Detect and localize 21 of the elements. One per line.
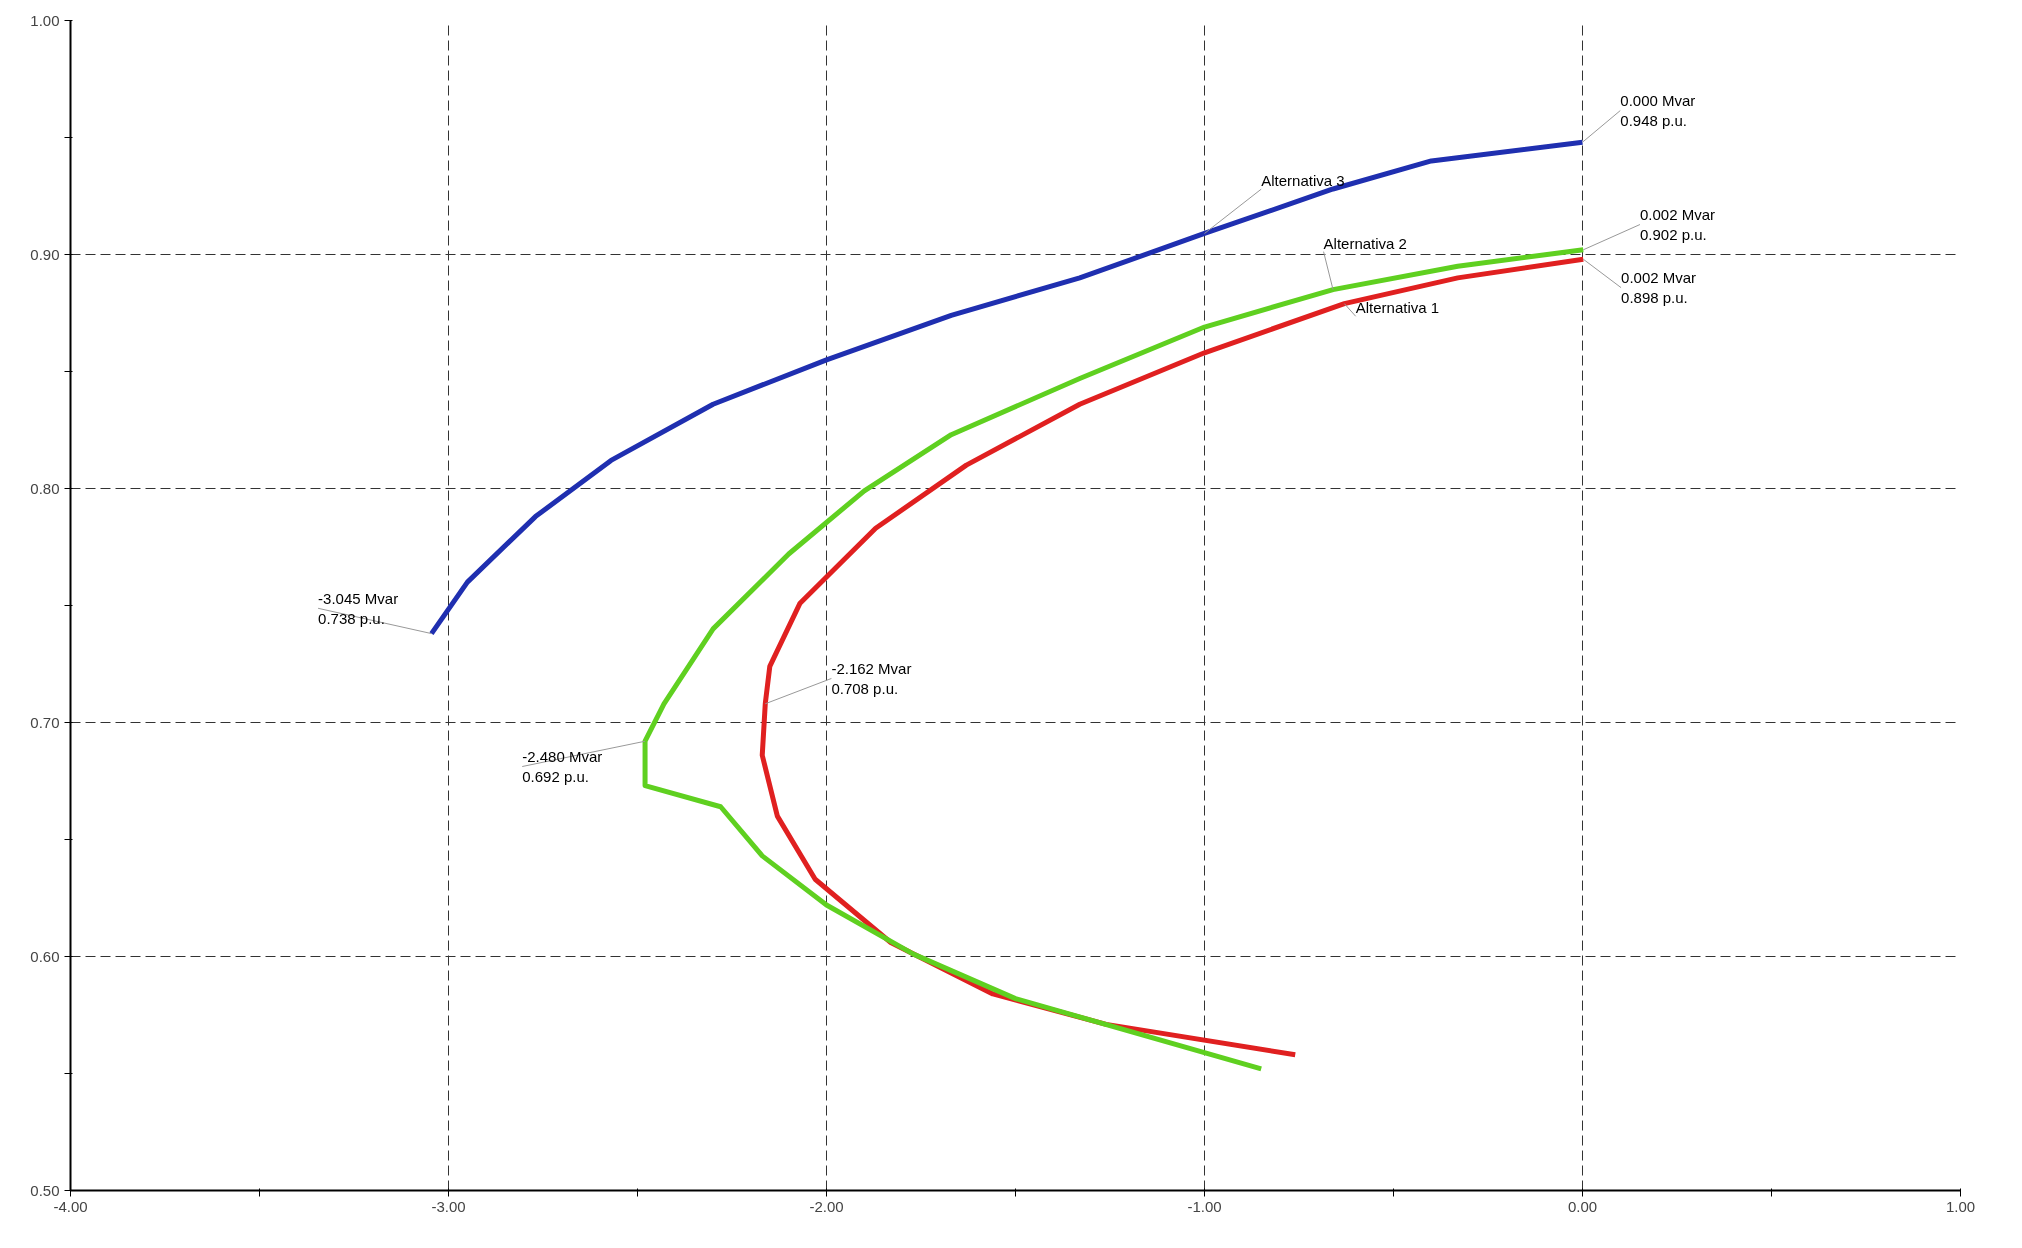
annotation: -2.480 Mvar 0.692 p.u.: [522, 747, 603, 786]
y-tick-label: 0.90: [30, 245, 60, 263]
x-tick-label: 1.00: [1945, 1197, 1976, 1215]
x-tick-label: -1.00: [1187, 1197, 1222, 1215]
annotation: 0.002 Mvar 0.902 p.u.: [1639, 205, 1715, 244]
annotation: -3.045 Mvar 0.738 p.u.: [318, 589, 399, 627]
series-label: Alternativa 2: [1323, 234, 1407, 252]
y-tick-label: 0.60: [30, 947, 60, 965]
annotation: 0.000 Mvar 0.948 p.u.: [1620, 91, 1696, 130]
annotation: -2.162 Mvar 0.708 p.u.: [831, 659, 912, 698]
y-tick-label: 0.80: [30, 479, 60, 497]
x-tick-label: -4.00: [53, 1197, 88, 1215]
y-tick-label: 0.50: [30, 1181, 60, 1199]
x-tick-label: -2.00: [809, 1197, 844, 1215]
series-label: Alternativa 1: [1355, 299, 1440, 317]
series-label: Alternativa 3: [1261, 172, 1345, 190]
x-tick-label: -3.00: [431, 1197, 466, 1215]
annotation: 0.002 Mvar 0.898 p.u.: [1621, 268, 1697, 307]
y-tick-label: 1.00: [30, 11, 60, 29]
y-tick-label: 0.70: [30, 713, 60, 731]
x-tick-label: 0.00: [1567, 1197, 1598, 1215]
